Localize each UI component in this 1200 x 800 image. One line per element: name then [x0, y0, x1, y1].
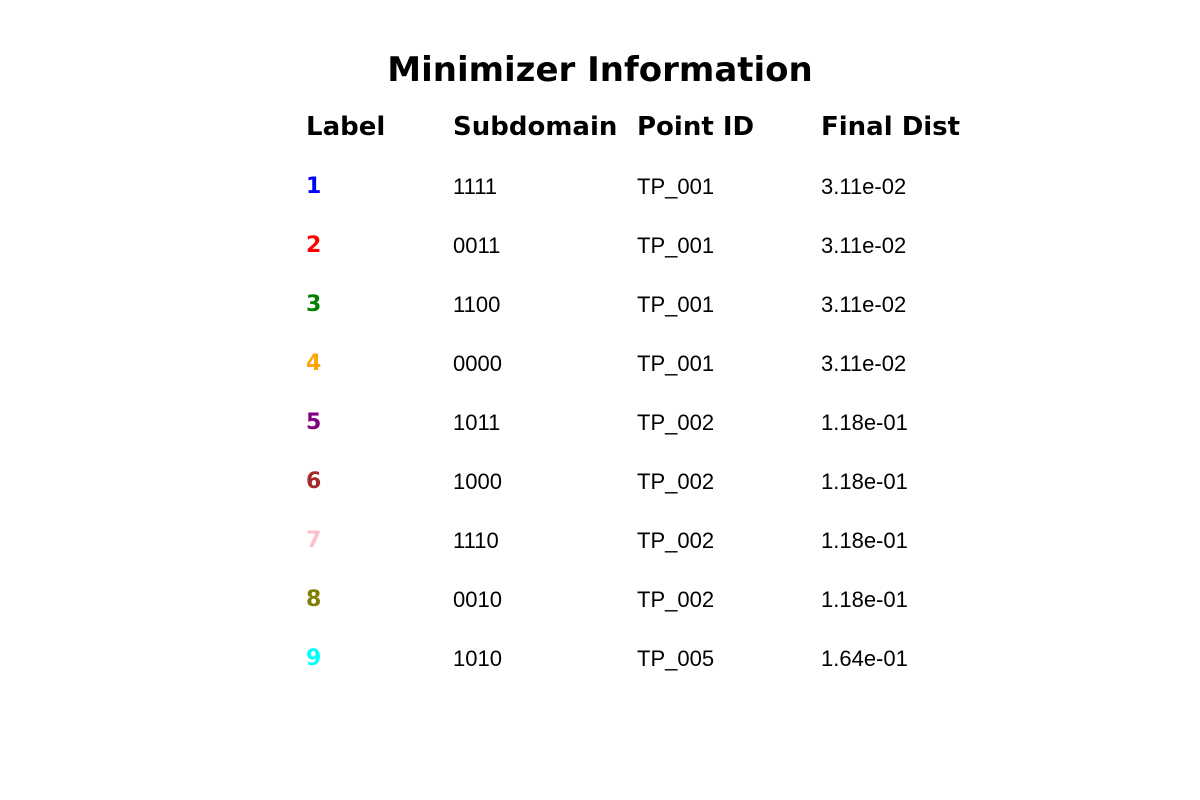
- row-5-label: 5: [306, 410, 322, 435]
- column-header-subdomain: Subdomain: [453, 112, 618, 142]
- row-1-point-id: TP_001: [637, 174, 715, 199]
- row-4-label: 4: [306, 351, 322, 376]
- row-3-point-id: TP_001: [637, 292, 715, 317]
- row-4-final-dist: 3.11e-02: [821, 351, 907, 376]
- row-7-point-id: TP_002: [637, 528, 715, 553]
- row-6-final-dist: 1.18e-01: [821, 469, 908, 494]
- row-4-subdomain: 0000: [453, 351, 502, 376]
- row-3-final-dist: 3.11e-02: [821, 292, 907, 317]
- row-6-label: 6: [306, 469, 322, 494]
- row-9-subdomain: 1010: [453, 646, 502, 671]
- row-3-label: 3: [306, 292, 322, 317]
- row-7-subdomain: 1110: [453, 528, 499, 553]
- row-4-point-id: TP_001: [637, 351, 715, 376]
- row-8-final-dist: 1.18e-01: [821, 587, 908, 612]
- row-7-label: 7: [306, 528, 322, 553]
- row-5-subdomain: 1011: [453, 410, 501, 435]
- row-8-point-id: TP_002: [637, 587, 715, 612]
- row-8-subdomain: 0010: [453, 587, 502, 612]
- row-9-point-id: TP_005: [637, 646, 715, 671]
- row-3-subdomain: 1100: [453, 292, 501, 317]
- row-2-label: 2: [306, 233, 322, 258]
- row-1-label: 1: [306, 174, 322, 199]
- row-5-final-dist: 1.18e-01: [821, 410, 908, 435]
- row-1-final-dist: 3.11e-02: [821, 174, 907, 199]
- row-1-subdomain: 1111: [453, 174, 498, 199]
- row-9-final-dist: 1.64e-01: [821, 646, 908, 671]
- chart-title: Minimizer Information: [387, 50, 813, 90]
- column-header-point-id: Point ID: [637, 112, 755, 142]
- row-7-final-dist: 1.18e-01: [821, 528, 908, 553]
- row-2-point-id: TP_001: [637, 233, 715, 258]
- row-5-point-id: TP_002: [637, 410, 715, 435]
- column-header-label: Label: [306, 112, 386, 142]
- row-6-subdomain: 1000: [453, 469, 502, 494]
- row-8-label: 8: [306, 587, 322, 612]
- column-header-final-dist: Final Dist: [821, 112, 961, 142]
- row-6-point-id: TP_002: [637, 469, 715, 494]
- row-9-label: 9: [306, 646, 322, 671]
- row-2-subdomain: 0011: [453, 233, 501, 258]
- row-2-final-dist: 3.11e-02: [821, 233, 907, 258]
